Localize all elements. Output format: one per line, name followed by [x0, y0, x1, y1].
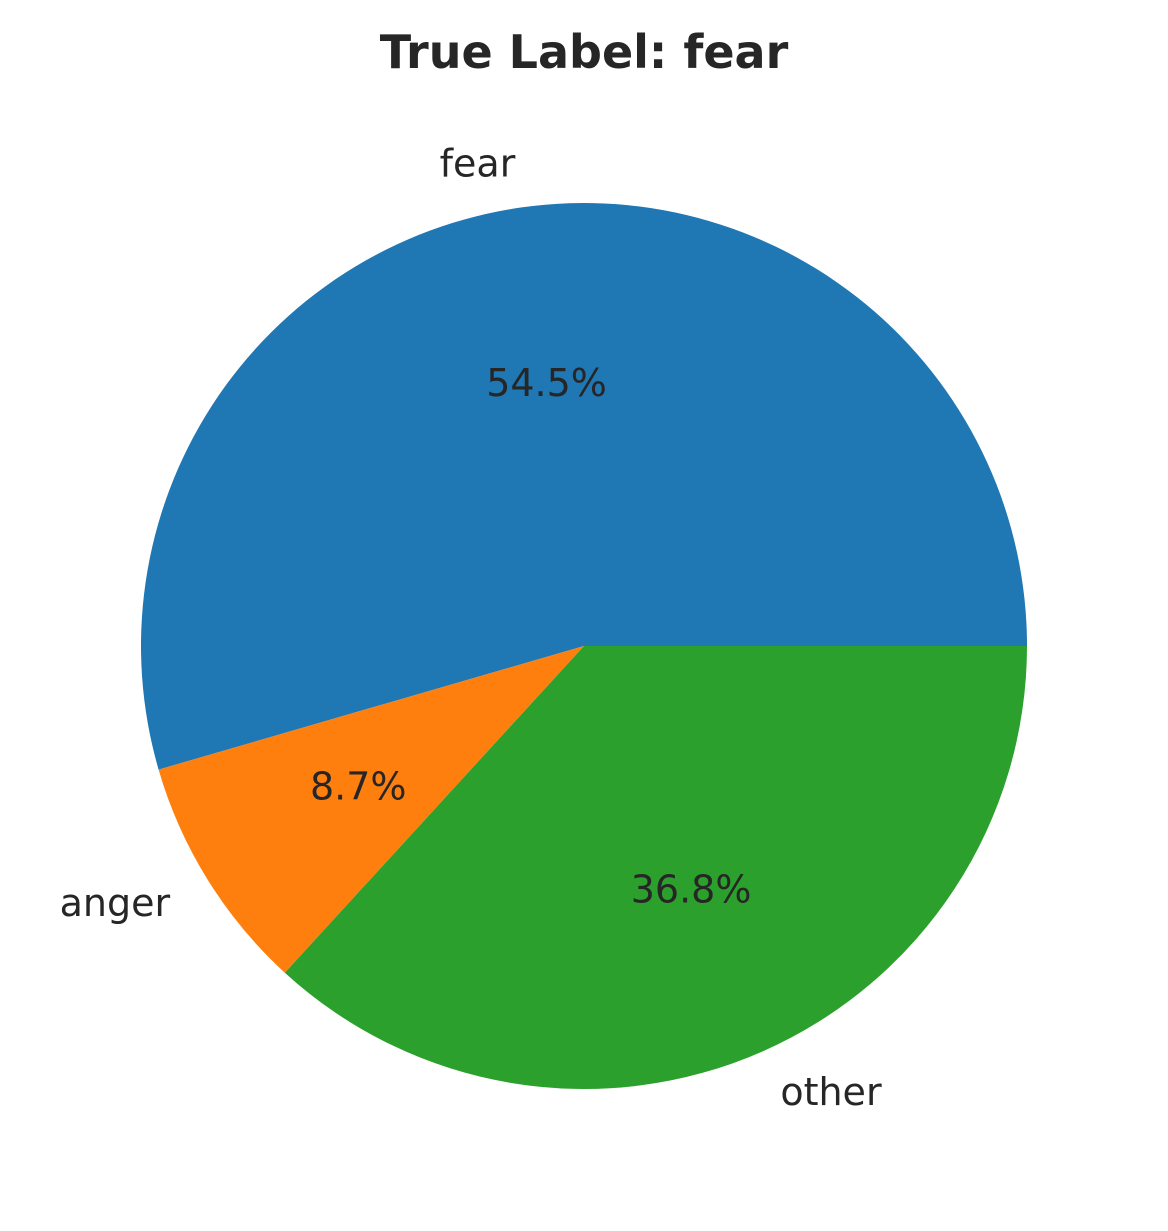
slice-percent-fear: 54.5%: [486, 361, 607, 405]
pie-labels: fear 54.5% anger 8.7% other 36.8%: [60, 142, 882, 1114]
chart-title: True Label: fear: [380, 25, 789, 79]
pie-slice-other: [284, 646, 1027, 1089]
slice-percent-anger: 8.7%: [310, 764, 407, 808]
pie-slices: [141, 203, 1028, 1089]
pie-slice-anger: [158, 646, 584, 973]
slice-percent-other: 36.8%: [631, 867, 752, 911]
slice-label-fear: fear: [440, 142, 516, 186]
pie-slice-fear: [141, 203, 1028, 770]
slice-label-anger: anger: [60, 881, 171, 925]
slice-label-other: other: [780, 1070, 882, 1114]
